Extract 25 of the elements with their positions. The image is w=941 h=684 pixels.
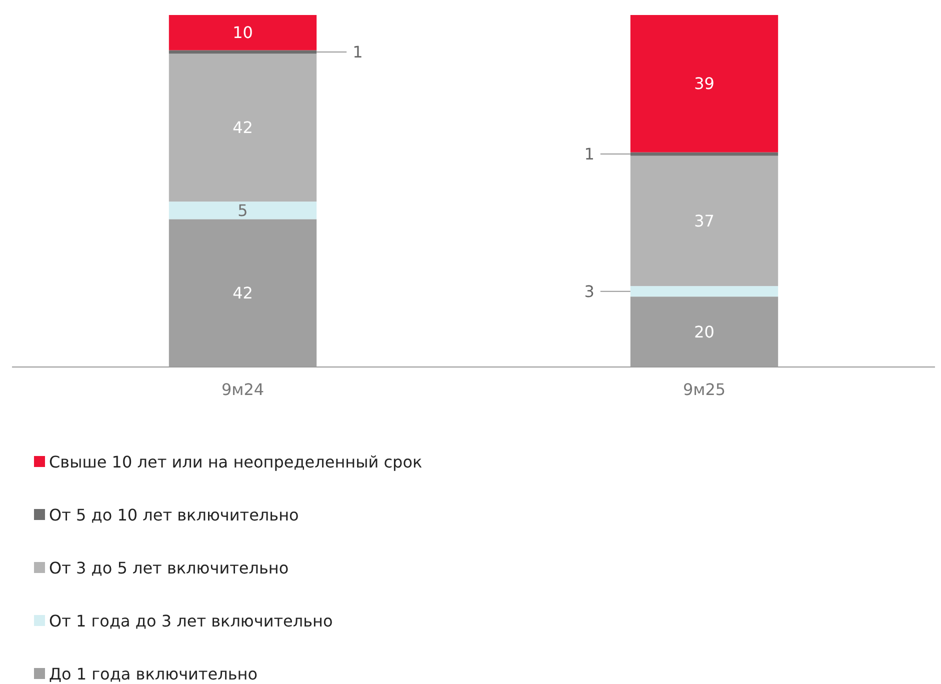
data-label: 10 bbox=[232, 23, 253, 42]
bar bbox=[630, 152, 778, 156]
bar bbox=[168, 15, 317, 50]
x-tick-label: 9м24 bbox=[221, 380, 264, 399]
bar bbox=[168, 50, 317, 54]
data-label: 37 bbox=[694, 212, 714, 231]
data-label: 20 bbox=[694, 322, 714, 342]
legend-label: Свыше 10 лет или на неопределенный срок bbox=[49, 452, 422, 472]
bar bbox=[630, 156, 778, 286]
data-label: 42 bbox=[232, 284, 253, 303]
data-label: 42 bbox=[232, 118, 253, 138]
bar bbox=[630, 286, 778, 297]
legend-label: От 1 года до 3 лет включительно bbox=[49, 612, 333, 631]
data-label: 39 bbox=[694, 74, 714, 94]
data-label: 1 bbox=[352, 42, 363, 62]
bar bbox=[168, 54, 317, 202]
data-label: 3 bbox=[584, 282, 594, 301]
legend-label: От 5 до 10 лет включительно bbox=[49, 506, 299, 525]
bar bbox=[168, 202, 317, 220]
legend-label: До 1 года включительно bbox=[49, 664, 258, 684]
legend-label: От 3 до 5 лет включительно bbox=[49, 558, 289, 578]
x-tick-label: 9м25 bbox=[682, 380, 726, 399]
data-label: 1 bbox=[584, 144, 594, 164]
data-label: 5 bbox=[238, 200, 248, 220]
bar bbox=[630, 15, 778, 152]
